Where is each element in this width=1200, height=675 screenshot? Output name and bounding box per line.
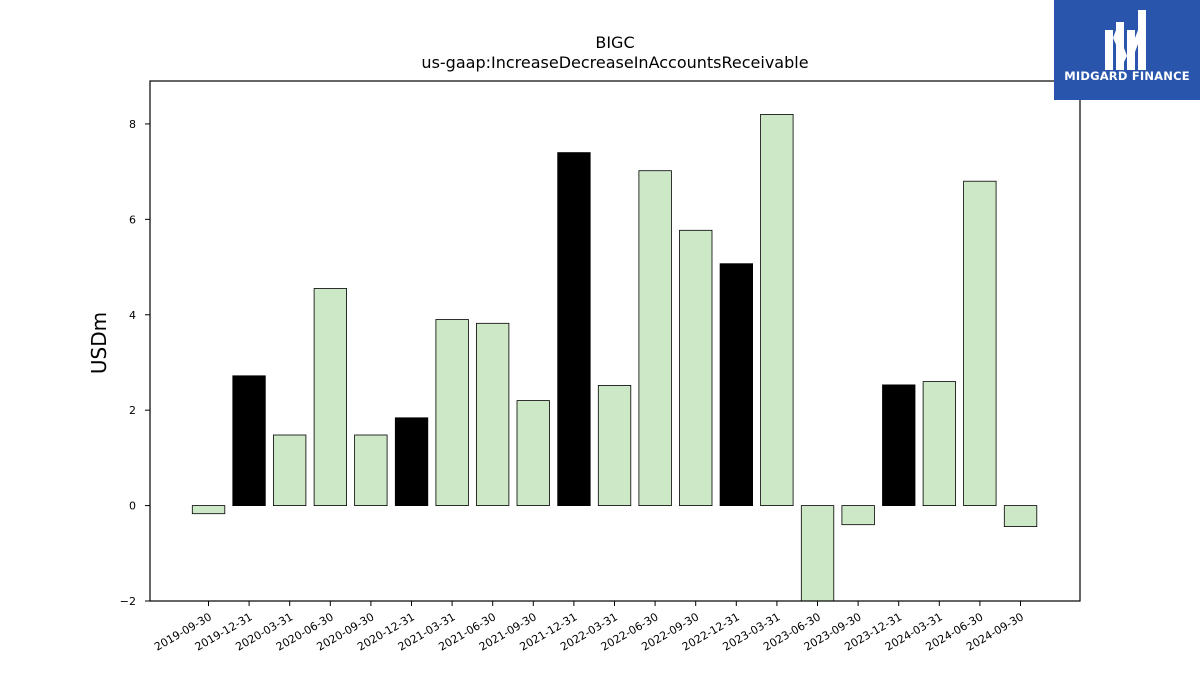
bar-2023-06-30	[800, 505, 835, 602]
bar-2020-03-31	[272, 434, 307, 506]
chart-subtitle: us-gaap:IncreaseDecreaseInAccountsReceiv…	[421, 53, 808, 72]
y-axis: −2 0 2 4 6 8	[120, 118, 150, 608]
brand-logo: MIDGARD FINANCE	[1054, 0, 1200, 100]
bar-2020-06-30	[313, 288, 348, 507]
y-tick-label: 2	[129, 404, 136, 417]
y-tick-label: −2	[120, 595, 136, 608]
bar-2021-03-31	[435, 319, 469, 507]
bar-2022-03-31	[597, 384, 632, 506]
plot-frame	[149, 80, 1081, 602]
bar-2020-12-31	[394, 417, 429, 506]
bar-2022-09-30	[679, 229, 713, 506]
y-axis-label: USDm	[87, 312, 111, 374]
bar-2024-03-31	[922, 381, 956, 507]
y-tick-label: 8	[129, 118, 136, 131]
x-axis: 2019-09-302019-12-312020-03-312020-06-30…	[152, 601, 1026, 654]
logo-text: MIDGARD FINANCE	[1064, 69, 1190, 83]
bar-2021-12-31	[557, 152, 591, 507]
midgard-logo-icon	[1105, 10, 1146, 70]
bar-2024-09-30	[1003, 505, 1038, 528]
bar-2023-09-30	[841, 505, 875, 526]
bars-group	[191, 114, 1038, 602]
y-tick-label: 4	[129, 309, 136, 322]
bar-2022-06-30	[638, 170, 672, 506]
bar-2022-12-31	[719, 263, 753, 507]
bar-2020-09-30	[354, 434, 388, 506]
bar-2021-09-30	[516, 400, 550, 507]
bar-2019-12-31	[232, 375, 266, 506]
chart-title: BIGC	[595, 33, 634, 52]
y-tick-label: 6	[129, 213, 136, 226]
y-tick-label: 0	[129, 500, 136, 513]
bar-2023-12-31	[882, 384, 916, 506]
bar-2019-09-30	[191, 505, 226, 515]
bar-2024-06-30	[963, 180, 997, 506]
bar-2023-03-31	[760, 114, 794, 507]
bar-2021-06-30	[475, 322, 510, 506]
